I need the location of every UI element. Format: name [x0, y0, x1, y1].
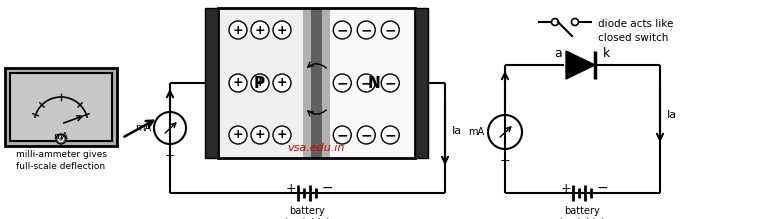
Text: −: −	[321, 181, 333, 195]
Bar	[205, 8, 218, 158]
Circle shape	[154, 112, 186, 144]
Text: milli-ammeter gives
full-scale deflection: milli-ammeter gives full-scale deflectio…	[15, 150, 107, 171]
Text: vsa.edu.in: vsa.edu.in	[287, 143, 345, 153]
Circle shape	[381, 126, 399, 144]
Text: +: +	[277, 129, 287, 141]
Circle shape	[251, 74, 269, 92]
Text: +: +	[233, 76, 243, 90]
Text: Ia: Ia	[667, 110, 677, 120]
Text: a: a	[208, 0, 216, 2]
Circle shape	[552, 18, 559, 25]
Text: +: +	[277, 23, 287, 37]
Circle shape	[273, 74, 291, 92]
Circle shape	[56, 134, 66, 144]
Polygon shape	[566, 51, 595, 79]
Circle shape	[381, 21, 399, 39]
Text: +: +	[255, 129, 265, 141]
Circle shape	[488, 115, 522, 149]
Text: +: +	[255, 23, 265, 37]
Circle shape	[229, 126, 247, 144]
Circle shape	[357, 74, 375, 92]
Text: −: −	[597, 181, 608, 195]
Text: −: −	[361, 128, 372, 142]
Circle shape	[357, 21, 375, 39]
Circle shape	[334, 21, 351, 39]
Circle shape	[572, 18, 578, 25]
Bar	[328, 8, 415, 158]
Text: +: +	[561, 182, 572, 194]
Circle shape	[273, 126, 291, 144]
Text: −: −	[361, 76, 372, 90]
Circle shape	[58, 136, 64, 141]
Text: k: k	[418, 0, 424, 2]
Bar	[10, 73, 112, 141]
Text: battery
(variable): battery (variable)	[559, 206, 606, 219]
Bar	[218, 8, 305, 158]
Text: −: −	[337, 76, 348, 90]
Text: +: +	[233, 23, 243, 37]
Circle shape	[273, 21, 291, 39]
Text: mA: mA	[135, 123, 151, 133]
Circle shape	[229, 21, 247, 39]
Text: −: −	[384, 128, 396, 142]
Text: +: +	[277, 76, 287, 90]
Text: −: −	[384, 76, 396, 90]
Text: Ia: Ia	[452, 125, 462, 136]
Circle shape	[381, 74, 399, 92]
Bar	[302, 8, 330, 158]
Text: diode acts like
closed switch: diode acts like closed switch	[598, 19, 673, 43]
Bar	[5, 68, 117, 146]
Bar	[218, 8, 415, 158]
Text: −: −	[337, 128, 348, 142]
Bar	[415, 8, 428, 158]
Text: −: −	[384, 23, 396, 37]
Circle shape	[229, 74, 247, 92]
Text: +: +	[286, 182, 296, 194]
Circle shape	[334, 126, 351, 144]
Bar	[311, 8, 322, 158]
Text: −: −	[361, 23, 372, 37]
Circle shape	[334, 74, 351, 92]
Text: k: k	[603, 47, 609, 60]
Circle shape	[251, 126, 269, 144]
Text: mA: mA	[54, 132, 68, 141]
Text: +: +	[233, 129, 243, 141]
Circle shape	[357, 126, 375, 144]
Text: N: N	[368, 76, 380, 90]
Text: battery
(variable): battery (variable)	[283, 206, 330, 219]
Text: mA: mA	[468, 127, 484, 137]
Text: +: +	[164, 149, 175, 162]
Text: +: +	[255, 76, 265, 90]
Text: P: P	[254, 76, 265, 90]
Text: a: a	[554, 47, 562, 60]
Text: −: −	[337, 23, 348, 37]
Bar	[218, 8, 415, 158]
Circle shape	[251, 21, 269, 39]
Text: +: +	[500, 154, 510, 167]
